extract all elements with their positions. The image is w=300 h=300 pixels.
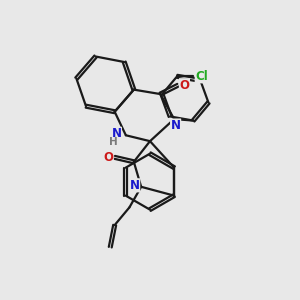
Text: Cl: Cl xyxy=(195,70,208,83)
Text: H: H xyxy=(109,137,118,147)
Text: N: N xyxy=(171,119,181,132)
Text: N: N xyxy=(111,127,122,140)
Text: O: O xyxy=(179,79,190,92)
Text: O: O xyxy=(103,151,113,164)
Text: N: N xyxy=(130,179,140,192)
